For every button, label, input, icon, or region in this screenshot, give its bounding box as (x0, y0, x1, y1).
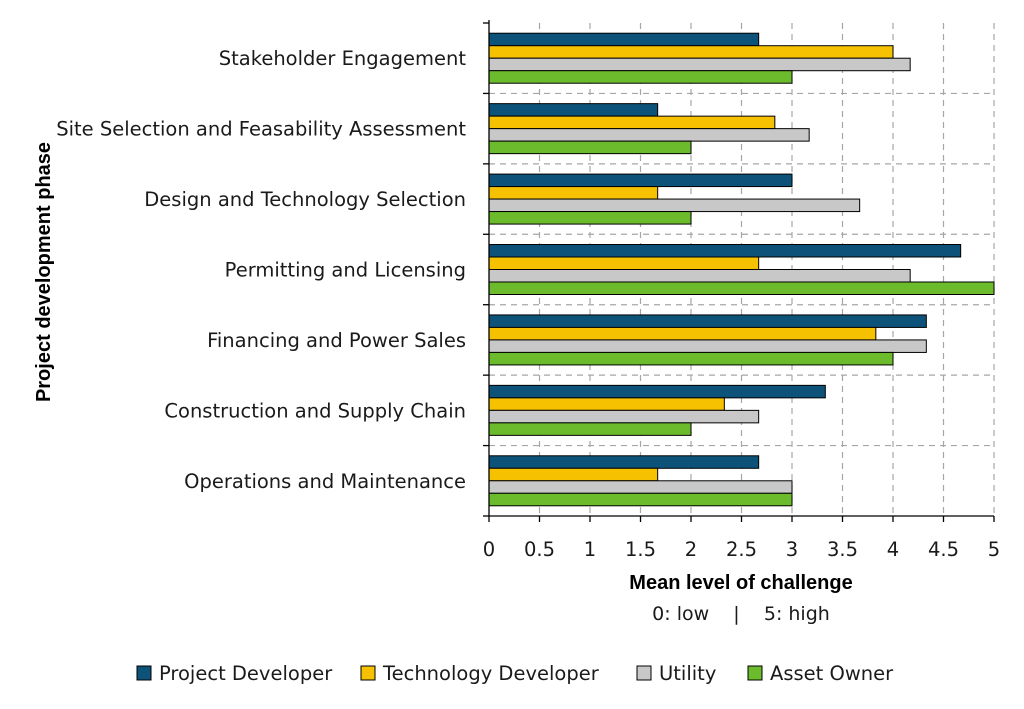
x-tick-label: 4.5 (928, 538, 959, 561)
bar-asset-owner (488, 422, 692, 436)
bar-utility (488, 269, 911, 283)
legend-label: Asset Owner (770, 662, 894, 685)
bar-project-developer (488, 244, 962, 258)
bar-technology-developer (488, 397, 725, 411)
bar-technology-developer (488, 326, 877, 341)
bar-technology-developer (488, 467, 659, 482)
x-tick-label: 0.5 (524, 538, 555, 561)
bar-utility (488, 128, 810, 142)
category-label: Operations and Maintenance (184, 470, 466, 493)
bar-project-developer (488, 103, 659, 117)
legend-swatch (136, 665, 152, 681)
x-tick-label: 1.5 (625, 538, 656, 561)
bar-utility (488, 198, 861, 213)
bar-asset-owner (488, 281, 995, 295)
legend-label: Technology Developer (382, 662, 600, 685)
category-label: Construction and Supply Chain (164, 399, 466, 422)
bar-technology-developer (488, 186, 659, 200)
legend-swatch (636, 665, 652, 681)
x-tick-labels: 0 0.5 1 1.5 2 2.5 3 3.5 4 4.5 5 (483, 538, 1000, 561)
x-tick-label: 4 (887, 538, 899, 561)
bar-technology-developer (488, 45, 894, 59)
bar-project-developer (488, 384, 826, 399)
x-tick-label: 5 (988, 538, 1000, 561)
x-tick-label: 2.5 (726, 538, 757, 561)
axes (483, 20, 995, 522)
y-axis-title: Project development phase (33, 142, 55, 402)
bar-project-developer (488, 455, 760, 469)
bar-utility (488, 480, 793, 494)
bar-technology-developer (488, 115, 776, 130)
bar-utility (488, 409, 760, 424)
x-axis-subtitle: 0: low | 5: high (652, 603, 830, 625)
bar-utility (488, 339, 927, 353)
legend-label: Utility (659, 662, 716, 685)
bar-asset-owner (488, 492, 793, 507)
bar-project-developer (488, 173, 793, 188)
category-labels: Stakeholder Engagement Site Selection and… (56, 47, 466, 493)
x-tick-label: 0 (483, 538, 495, 561)
x-tick-label: 2 (685, 538, 697, 561)
category-label: Stakeholder Engagement (219, 47, 467, 70)
x-axis-title: Mean level of challenge (629, 572, 852, 594)
x-tick-label: 1 (584, 538, 596, 561)
bar-asset-owner (488, 70, 793, 84)
legend-swatch (747, 665, 763, 681)
bar-technology-developer (488, 256, 760, 270)
category-label: Permitting and Licensing (225, 259, 466, 282)
bar-project-developer (488, 32, 760, 47)
legend: Project Developer Technology Developer Uti… (136, 662, 894, 685)
bar-utility (488, 57, 911, 72)
legend-label: Project Developer (159, 662, 333, 685)
bar-project-developer (488, 314, 927, 328)
x-tick-label: 3.5 (827, 538, 858, 561)
category-label: Financing and Power Sales (207, 329, 466, 352)
bar-asset-owner (488, 211, 692, 225)
x-tick-label: 3 (786, 538, 798, 561)
category-label: Site Selection and Feasability Assessmen… (56, 118, 466, 141)
legend-swatch (360, 665, 376, 681)
category-label: Design and Technology Selection (144, 188, 466, 211)
bar-asset-owner (488, 351, 894, 366)
bar-asset-owner (488, 140, 692, 155)
